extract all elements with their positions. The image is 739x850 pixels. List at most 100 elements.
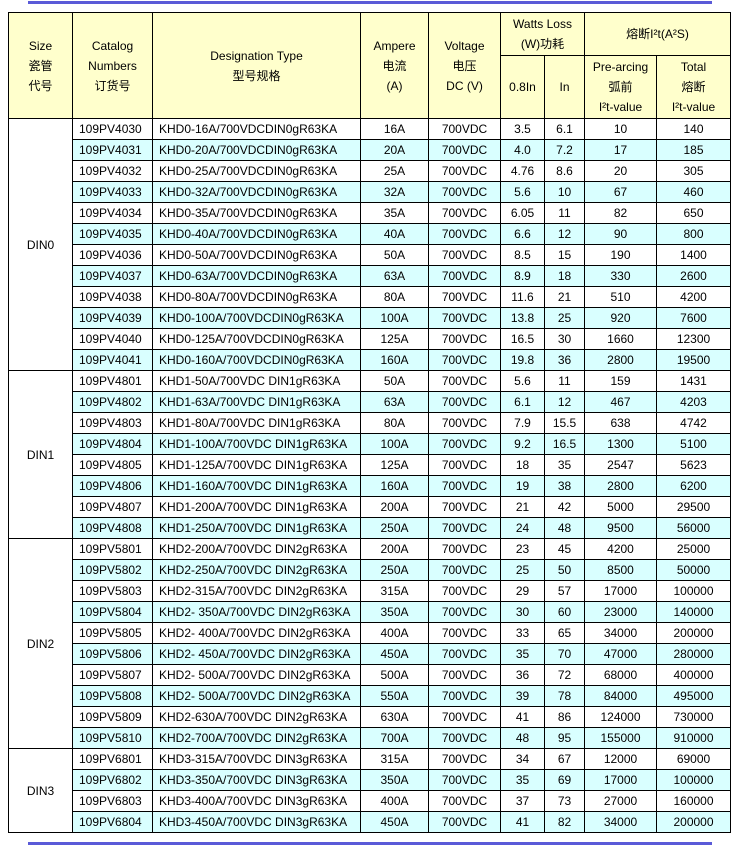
loss-08in: 7.9 [500, 412, 545, 434]
loss-08in: 48 [500, 727, 545, 749]
data-row: 109PV6802 KHD3-350A/700VDC DIN3gR63KA 350A… [9, 769, 731, 791]
voltage: 700VDC [428, 181, 501, 203]
total: 12300 [656, 328, 731, 350]
loss-in: 11 [544, 370, 585, 392]
designation: KHD2- 450A/700VDC DIN2gR63KA [152, 643, 361, 665]
catalog-number: 109PV5803 [72, 580, 153, 602]
loss-in: 48 [544, 517, 585, 539]
ampere: 160A [360, 349, 429, 371]
loss-in: 6.1 [544, 118, 585, 140]
loss-in: 65 [544, 622, 585, 644]
voltage: 700VDC [428, 244, 501, 266]
designation: KHD0-50A/700VDCDIN0gR63KA [152, 244, 361, 266]
data-row: 109PV4032 KHD0-25A/700VDCDIN0gR63KA 25A 700… [9, 160, 731, 182]
ampere: 80A [360, 286, 429, 308]
header-line: 弧前 [608, 80, 633, 94]
data-row: 109PV5807 KHD2- 500A/700VDC DIN2gR63KA 500… [9, 664, 731, 686]
ampere: 400A [360, 622, 429, 644]
loss-in: 25 [544, 307, 585, 329]
loss-08in: 29 [500, 580, 545, 602]
ampere: 315A [360, 580, 429, 602]
pre-arcing: 34000 [584, 811, 657, 833]
catalog-number: 109PV5807 [72, 664, 153, 686]
pre-arcing: 9500 [584, 517, 657, 539]
catalog-number: 109PV4801 [72, 370, 153, 392]
loss-in: 18 [544, 265, 585, 287]
pre-arcing: 2800 [584, 349, 657, 371]
voltage: 700VDC [428, 202, 501, 224]
pre-arcing: 5000 [584, 496, 657, 518]
designation: KHD2-250A/700VDC DIN2gR63KA [152, 559, 361, 581]
designation: KHD0-125A/700VDCDIN0gR63KA [152, 328, 361, 350]
header-line: Watts Loss [513, 17, 572, 31]
data-row: 109PV5810 KHD2-700A/700VDC DIN2gR63KA 700A… [9, 727, 731, 749]
loss-in: 38 [544, 475, 585, 497]
catalog-number: 109PV4039 [72, 307, 153, 329]
loss-08in: 5.6 [500, 370, 545, 392]
data-row: 109PV5804 KHD2- 350A/700VDC DIN2gR63KA 350… [9, 601, 731, 623]
pre-arcing: 23000 [584, 601, 657, 623]
catalog-number: 109PV4804 [72, 433, 153, 455]
ampere: 400A [360, 790, 429, 812]
loss-08in: 6.1 [500, 391, 545, 413]
voltage: 700VDC [428, 475, 501, 497]
top-rule [28, 1, 712, 4]
header-line: Voltage [444, 38, 485, 53]
total: 25000 [656, 538, 731, 560]
pre-arcing: 159 [584, 370, 657, 392]
designation: KHD0-160A/700VDCDIN0gR63KA [152, 349, 361, 371]
ampere: 35A [360, 202, 429, 224]
loss-08in: 4.0 [500, 139, 545, 161]
total: 6200 [656, 475, 731, 497]
voltage: 700VDC [428, 454, 501, 476]
total: 100000 [656, 769, 731, 791]
header-line: I²t-value [598, 100, 643, 114]
loss-in: 50 [544, 559, 585, 581]
loss-in: 35 [544, 454, 585, 476]
total: 29500 [656, 496, 731, 518]
loss-in: 11 [544, 202, 585, 224]
total: 69000 [656, 748, 731, 770]
pre-arcing: 67 [584, 181, 657, 203]
pre-arcing: 2547 [584, 454, 657, 476]
ampere: 350A [360, 769, 429, 791]
pre-arcing: 68000 [584, 664, 657, 686]
data-row: 109PV5809 KHD2-630A/700VDC DIN2gR63KA 630A… [9, 706, 731, 728]
loss-08in: 25 [500, 559, 545, 581]
voltage: 700VDC [428, 748, 501, 770]
loss-08in: 6.6 [500, 223, 545, 245]
header-size: Size 瓷管 代号 [8, 12, 73, 119]
catalog-number: 109PV5805 [72, 622, 153, 644]
ampere: 125A [360, 328, 429, 350]
size-cell: DIN1 [8, 370, 73, 539]
data-row: 109PV6803 KHD3-400A/700VDC DIN3gR63KA 400A… [9, 790, 731, 812]
designation: KHD0-40A/700VDCDIN0gR63KA [152, 223, 361, 245]
catalog-number: 109PV5810 [72, 727, 153, 749]
voltage: 700VDC [428, 622, 501, 644]
header-ampere: Ampere 电流 (A) [360, 12, 429, 119]
ampere: 100A [360, 433, 429, 455]
loss-08in: 4.76 [500, 160, 545, 182]
designation: KHD0-63A/700VDCDIN0gR63KA [152, 265, 361, 287]
voltage: 700VDC [428, 538, 501, 560]
data-row: 109PV4803 KHD1-80A/700VDC DIN1gR63KA 80A 70… [9, 412, 731, 434]
total: 650 [656, 202, 731, 224]
voltage: 700VDC [428, 391, 501, 413]
voltage: 700VDC [428, 286, 501, 308]
catalog-number: 109PV4034 [72, 202, 153, 224]
total: 495000 [656, 685, 731, 707]
catalog-number: 109PV4032 [72, 160, 153, 182]
loss-in: 73 [544, 790, 585, 812]
ampere: 32A [360, 181, 429, 203]
pre-arcing: 12000 [584, 748, 657, 770]
header-line: 电压 [452, 58, 477, 73]
catalog-number: 109PV5809 [72, 706, 153, 728]
data-row: DIN3 109PV6801 KHD3-315A/700VDC DIN3gR63KA… [8, 748, 731, 833]
designation: KHD3-400A/700VDC DIN3gR63KA [152, 790, 361, 812]
catalog-number: 109PV5801 [72, 538, 153, 560]
data-row: 109PV6804 KHD3-450A/700VDC DIN3gR63KA 450A… [9, 811, 731, 833]
loss-08in: 35 [500, 769, 545, 791]
designation: KHD1-50A/700VDC DIN1gR63KA [152, 370, 361, 392]
total: 280000 [656, 643, 731, 665]
ampere: 250A [360, 517, 429, 539]
